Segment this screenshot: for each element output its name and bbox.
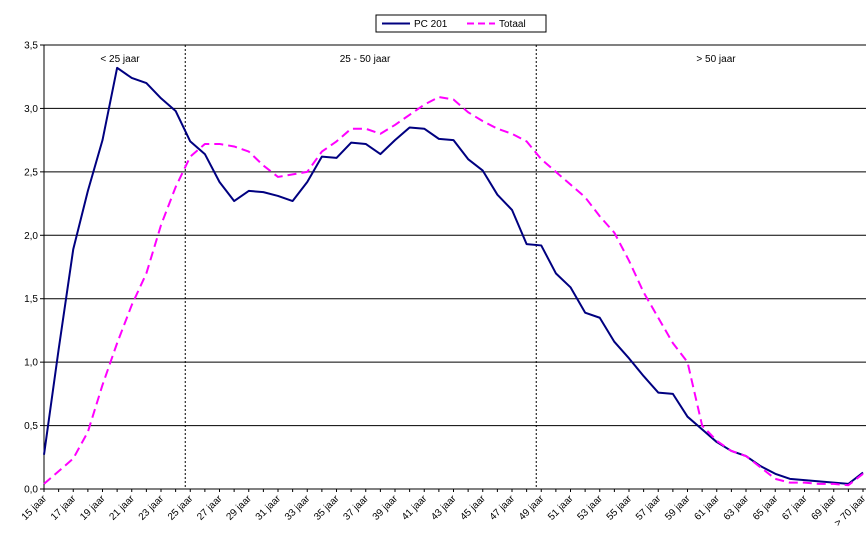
x-tick-label: 19 jaar <box>78 493 108 523</box>
legend-label: Totaal <box>499 19 526 30</box>
x-tick-label: 43 jaar <box>429 493 459 523</box>
legend-box <box>375 14 547 33</box>
x-tick-label: 65 jaar <box>751 493 781 523</box>
x-tick-label: 59 jaar <box>663 493 693 523</box>
legend-label: PC 201 <box>414 19 448 30</box>
y-tick-label: 1,5 <box>24 294 38 305</box>
x-tick-label: 37 jaar <box>341 493 371 523</box>
y-tick-label: 2,5 <box>24 167 38 178</box>
y-tick-label: 1,0 <box>24 358 38 369</box>
x-tick-label: 45 jaar <box>458 493 488 523</box>
y-tick-label: 3,0 <box>24 104 38 115</box>
section-label: > 50 jaar <box>696 54 736 65</box>
x-tick-label: 39 jaar <box>371 493 401 523</box>
x-tick-label: 23 jaar <box>137 493 167 523</box>
x-tick-label: 21 jaar <box>107 493 137 523</box>
x-tick-label: 55 jaar <box>605 493 635 523</box>
x-tick-label: 35 jaar <box>312 493 342 523</box>
x-tick-label: 31 jaar <box>254 493 284 523</box>
x-tick-label: 49 jaar <box>517 493 547 523</box>
y-tick-label: 0,0 <box>24 485 38 496</box>
x-tick-label: 47 jaar <box>488 493 518 523</box>
x-tick-label: 57 jaar <box>634 493 664 523</box>
x-tick-label: 25 jaar <box>166 493 196 523</box>
x-tick-label: 41 jaar <box>400 493 430 523</box>
x-tick-label: 15 jaar <box>20 493 50 523</box>
section-label: < 25 jaar <box>100 54 140 65</box>
x-tick-label: 53 jaar <box>575 493 605 523</box>
x-tick-label: 17 jaar <box>49 493 79 523</box>
y-tick-label: 0,5 <box>24 421 38 432</box>
line-series <box>43 66 864 485</box>
line-series <box>43 96 864 487</box>
x-tick-label: > 70 jaar <box>833 493 866 529</box>
x-tick-label: 63 jaar <box>722 493 752 523</box>
y-tick-label: 2,0 <box>24 231 38 242</box>
x-tick-label: 61 jaar <box>692 493 722 523</box>
x-tick-label: 29 jaar <box>224 493 254 523</box>
x-tick-label: 33 jaar <box>283 493 313 523</box>
x-tick-label: 51 jaar <box>546 493 576 523</box>
x-tick-label: 67 jaar <box>780 493 810 523</box>
section-label: 25 - 50 jaar <box>340 54 391 65</box>
x-tick-label: 27 jaar <box>195 493 225 523</box>
y-tick-label: 3,5 <box>24 41 38 52</box>
